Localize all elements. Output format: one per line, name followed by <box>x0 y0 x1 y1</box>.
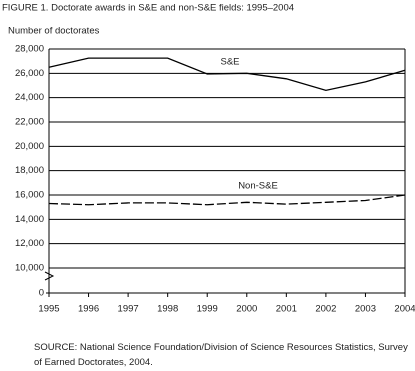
chart: FIGURE 1. Doctorate awards in S&E and no… <box>2 3 415 315</box>
source-note: SOURCE: National Science Foundation/Divi… <box>34 342 408 368</box>
series-line <box>48 57 406 92</box>
x-tick-label: 2002 <box>315 304 336 315</box>
y-tick-label: 26,000 <box>15 68 44 79</box>
y-tick-label: 0 <box>39 288 44 299</box>
series-label: S&E <box>220 57 239 68</box>
y-tick-label: 14,000 <box>15 214 44 225</box>
x-tick-label: 1998 <box>157 304 178 315</box>
x-tick-label: 2004 <box>394 304 415 315</box>
y-tick-label: 24,000 <box>15 92 44 103</box>
y-tick-label: 10,000 <box>15 263 44 274</box>
x-tick-label: 2003 <box>355 304 376 315</box>
x-tick-label: 2000 <box>236 304 257 315</box>
y-tick-label: 12,000 <box>15 238 44 249</box>
series-line <box>48 194 406 206</box>
x-tick-label: 2001 <box>276 304 297 315</box>
y-axis-label: Number of doctorates <box>8 26 100 37</box>
x-tick-label: 1995 <box>38 304 59 315</box>
y-tick-label: 16,000 <box>15 190 44 201</box>
y-tick-label: 28,000 <box>15 44 44 55</box>
series-label: Non-S&E <box>238 181 278 192</box>
x-tick-label: 1999 <box>197 304 218 315</box>
y-tick-label: 20,000 <box>15 141 44 152</box>
x-tick-label: 1997 <box>118 304 139 315</box>
axis-break <box>44 271 55 281</box>
y-tick-label: 22,000 <box>15 117 44 128</box>
y-tick-label: 18,000 <box>15 165 44 176</box>
chart-title: FIGURE 1. Doctorate awards in S&E and no… <box>2 3 294 14</box>
x-tick-label: 1996 <box>78 304 99 315</box>
